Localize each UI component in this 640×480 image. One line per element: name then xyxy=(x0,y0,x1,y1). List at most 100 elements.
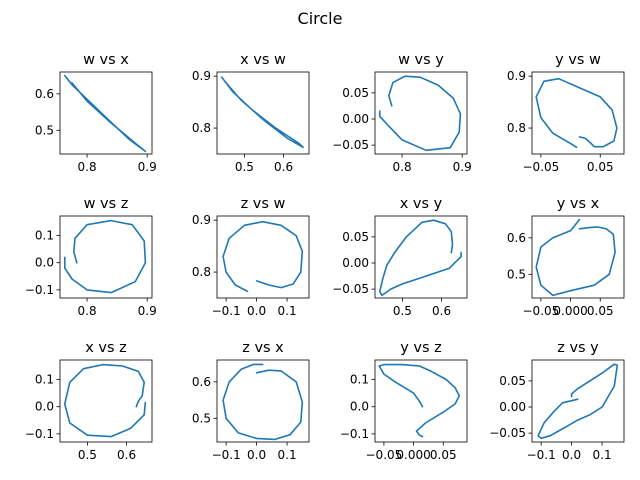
y-tick-label: 0.9 xyxy=(192,69,211,83)
axes-frame xyxy=(374,215,468,299)
subplot-title: y vs z xyxy=(400,340,442,356)
subplot-12: z vs y −0.1 0.0 0.1 −0.05 0.00 0.05 xyxy=(489,340,625,462)
y-tick-label: 0.05 xyxy=(499,374,526,388)
x-tick-label: −0.1 xyxy=(212,448,241,462)
y-tick-label: 0.5 xyxy=(35,123,54,137)
subplot-title: x vs w xyxy=(240,52,286,68)
y-tick-label: −0.1 xyxy=(25,427,54,441)
axes-frame xyxy=(374,71,468,155)
x-tick-label: 0.05 xyxy=(430,448,457,462)
axes-frame xyxy=(531,359,625,443)
subplot-title: x vs y xyxy=(400,196,443,212)
y-tick-label: 0.6 xyxy=(192,375,211,389)
x-tick-label: 0.9 xyxy=(453,160,472,174)
subplot-title: z vs y xyxy=(557,340,599,356)
trajectory-line xyxy=(535,77,618,149)
x-tick-label: −0.05 xyxy=(366,448,403,462)
subplot-7: x vs y 0.5 0.6 −0.05 0.00 0.05 xyxy=(332,196,468,318)
y-tick-label: 0.05 xyxy=(342,86,369,100)
x-tick-label: 0.000 xyxy=(553,304,587,318)
x-tick-label: 0.0 xyxy=(247,304,266,318)
subplot-title: z vs w xyxy=(241,196,286,212)
subplot-8: y vs x −0.050.000 0.05 0.5 0.6 xyxy=(507,196,625,318)
y-tick-label: −0.05 xyxy=(489,426,526,440)
axes-frame xyxy=(59,359,153,443)
subplot-6: z vs w −0.1 0.0 0.1 0.8 0.9 xyxy=(192,196,310,318)
trajectory-line xyxy=(64,74,147,153)
subplot-title: w vs z xyxy=(84,196,129,212)
trajectory-line xyxy=(378,363,461,438)
y-tick-label: 0.00 xyxy=(342,256,369,270)
y-tick-label: −0.05 xyxy=(332,282,369,296)
trajectory-line xyxy=(63,363,147,438)
subplot-1: w vs x 0.8 0.9 0.5 0.6 xyxy=(35,52,157,174)
subplot-title: x vs z xyxy=(85,340,127,356)
y-tick-label: −0.1 xyxy=(25,283,54,297)
axes-frame xyxy=(216,215,310,299)
x-tick-label: 0.8 xyxy=(78,304,97,318)
x-tick-label: −0.1 xyxy=(527,448,556,462)
trajectory-line xyxy=(535,218,616,297)
x-tick-label: 0.0 xyxy=(247,448,266,462)
trajectory-line xyxy=(222,220,304,293)
y-tick-label: 0.05 xyxy=(342,230,369,244)
x-tick-label: 0.1 xyxy=(278,448,297,462)
y-tick-label: 0.9 xyxy=(192,213,211,227)
y-tick-label: 0.1 xyxy=(350,373,369,387)
subplot-9: x vs z 0.5 0.6 −0.1 0.0 0.1 xyxy=(25,340,153,462)
y-tick-label: 0.5 xyxy=(192,411,211,425)
x-tick-label: 0.9 xyxy=(138,160,157,174)
y-tick-label: 0.5 xyxy=(507,267,526,281)
axes-frame xyxy=(531,215,625,299)
subplot-3: w vs y 0.8 0.9 −0.05 0.00 0.05 xyxy=(332,52,472,174)
y-tick-label: 0.8 xyxy=(192,121,211,135)
figure-title: Circle xyxy=(298,9,343,28)
axes-frame xyxy=(216,71,310,155)
x-tick-label: 0.5 xyxy=(78,448,97,462)
y-tick-label: −0.05 xyxy=(332,138,369,152)
axes-frame xyxy=(374,359,468,443)
y-tick-label: 0.6 xyxy=(35,87,54,101)
x-tick-label: 0.05 xyxy=(587,304,614,318)
trajectory-line xyxy=(378,75,462,152)
trajectory-line xyxy=(64,219,147,294)
y-tick-label: 0.9 xyxy=(507,69,526,83)
y-tick-label: −0.1 xyxy=(340,427,369,441)
subplot-title: z vs x xyxy=(242,340,284,356)
subplot-title: y vs x xyxy=(557,196,600,212)
subplot-grid: w vs x0.8 0.90.50.6x vs w0.5 0.60.80.9w vs… xyxy=(25,52,625,462)
y-tick-label: 0.0 xyxy=(35,256,54,270)
x-tick-label: −0.1 xyxy=(212,304,241,318)
axes-frame xyxy=(531,71,625,155)
subplot-2: x vs w 0.5 0.6 0.8 0.9 xyxy=(192,52,310,174)
x-tick-label: −0.05 xyxy=(523,160,560,174)
y-tick-label: 0.1 xyxy=(35,373,54,387)
x-tick-label: 0.6 xyxy=(117,448,136,462)
trajectory-line xyxy=(222,363,304,441)
subplot-title: w vs x xyxy=(83,52,129,68)
y-tick-label: 0.1 xyxy=(35,229,54,243)
x-tick-label: −0.05 xyxy=(523,304,560,318)
axes-frame xyxy=(59,71,153,155)
x-tick-label: 0.000 xyxy=(396,448,430,462)
x-tick-label: 0.8 xyxy=(393,160,412,174)
subplot-5: w vs z 0.8 0.9 −0.1 0.0 0.1 xyxy=(25,196,157,318)
x-tick-label: 0.5 xyxy=(235,160,254,174)
x-tick-label: 0.0 xyxy=(562,448,581,462)
y-tick-label: 0.0 xyxy=(350,400,369,414)
trajectory-line xyxy=(537,363,619,440)
axes-frame xyxy=(216,359,310,443)
axes-frame xyxy=(59,215,153,299)
x-tick-label: 0.8 xyxy=(78,160,97,174)
x-tick-label: 0.5 xyxy=(393,304,412,318)
y-tick-label: 0.8 xyxy=(507,121,526,135)
y-tick-label: 0.0 xyxy=(35,400,54,414)
x-tick-label: 0.9 xyxy=(138,304,157,318)
subplot-title: w vs y xyxy=(398,52,444,68)
y-tick-label: 0.00 xyxy=(342,112,369,126)
trajectory-line xyxy=(220,76,304,149)
x-tick-label: 0.1 xyxy=(593,448,612,462)
y-tick-label: 0.6 xyxy=(507,231,526,245)
y-tick-label: 0.00 xyxy=(499,400,526,414)
